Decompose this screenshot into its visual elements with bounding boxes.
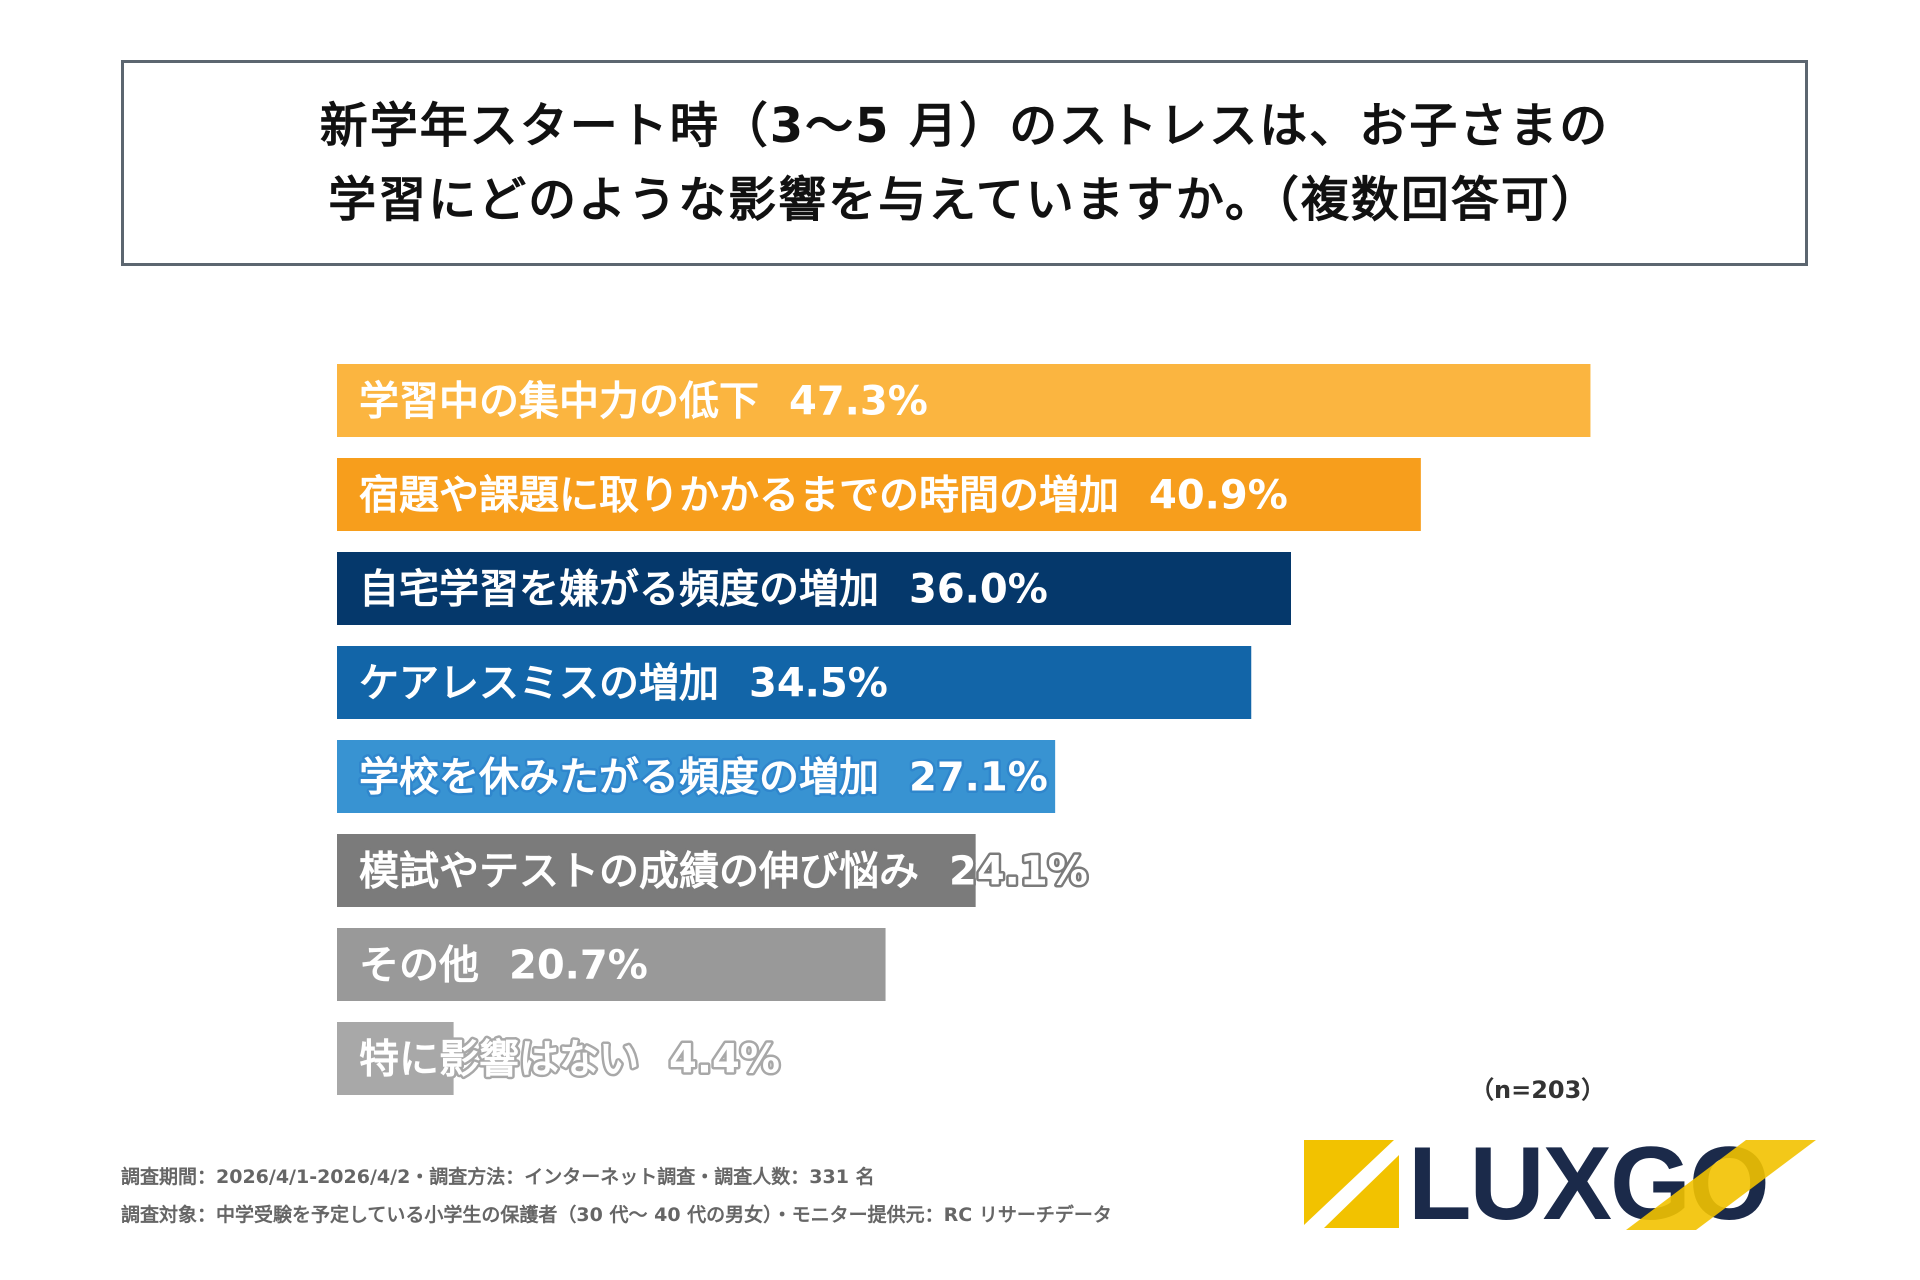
- survey-period-note: 調査期間：2026/4/1-2026/4/2・調査方法：インターネット調査・調査…: [121, 1166, 875, 1188]
- value-label: 40.9%: [1149, 473, 1288, 519]
- bar-label: ケアレスミスの増加 34.5%: [359, 661, 888, 707]
- category-label: 特に影響はない: [359, 1037, 639, 1083]
- bar: [337, 364, 1591, 437]
- luxgo-logo: LUXGO: [1304, 1132, 1816, 1236]
- bar: [337, 928, 886, 1001]
- value-label: 36.0%: [909, 567, 1048, 613]
- title-box: 新学年スタート時（3〜5 月）のストレスは、お子さまの 学習にどのような影響を与…: [121, 60, 1808, 266]
- value-label: 24.1%: [949, 849, 1088, 895]
- value-label: 34.5%: [749, 661, 888, 707]
- category-label: ケアレスミスの増加: [359, 661, 719, 707]
- logo-slash-icon: [1626, 1140, 1816, 1230]
- value-label: 4.4%: [669, 1037, 780, 1083]
- category-label: 自宅学習を嫌がる頻度の増加: [359, 567, 879, 613]
- bar: [337, 458, 1421, 531]
- sample-size-label: （n=203）: [1470, 1076, 1606, 1104]
- bar: [337, 646, 1252, 719]
- title-line-1: 新学年スタート時（3〜5 月）のストレスは、お子さまの: [319, 98, 1610, 154]
- category-label: 学校を休みたがる頻度の増加: [359, 755, 879, 801]
- bar: [337, 552, 1291, 625]
- bar-label: その他 20.7%: [359, 943, 648, 989]
- bar: [337, 834, 976, 907]
- bar-label: 模試やテストの成績の伸び悩み 24.1%: [359, 849, 1088, 895]
- logo-mark-icon: [1304, 1140, 1399, 1228]
- category-label: その他: [359, 943, 479, 989]
- value-label: 27.1%: [909, 755, 1048, 801]
- bar-label: 学校を休みたがる頻度の増加 27.1%: [359, 755, 1048, 801]
- value-label: 47.3%: [789, 379, 928, 425]
- bar-label: 宿題や課題に取りかかるまでの時間の増加 40.9%: [359, 473, 1288, 519]
- bar-label: 学習中の集中力の低下 47.3%: [359, 379, 928, 425]
- bar: [337, 740, 1056, 813]
- bar-label: 特に影響はない 4.4%: [359, 1037, 780, 1083]
- title-line-2: 学習にどのような影響を与えていますか。（複数回答可）: [328, 172, 1601, 228]
- value-label: 20.7%: [509, 943, 648, 989]
- bar: [337, 1022, 454, 1095]
- category-label: 模試やテストの成績の伸び悩み: [359, 849, 919, 895]
- category-label: 宿題や課題に取りかかるまでの時間の増加: [359, 473, 1119, 519]
- survey-target-note: 調査対象：中学受験を予定している小学生の保護者（30 代〜 40 代の男女）・モ…: [121, 1204, 1112, 1226]
- category-label: 学習中の集中力の低下: [359, 379, 759, 425]
- bar-label: 自宅学習を嫌がる頻度の増加 36.0%: [359, 567, 1048, 613]
